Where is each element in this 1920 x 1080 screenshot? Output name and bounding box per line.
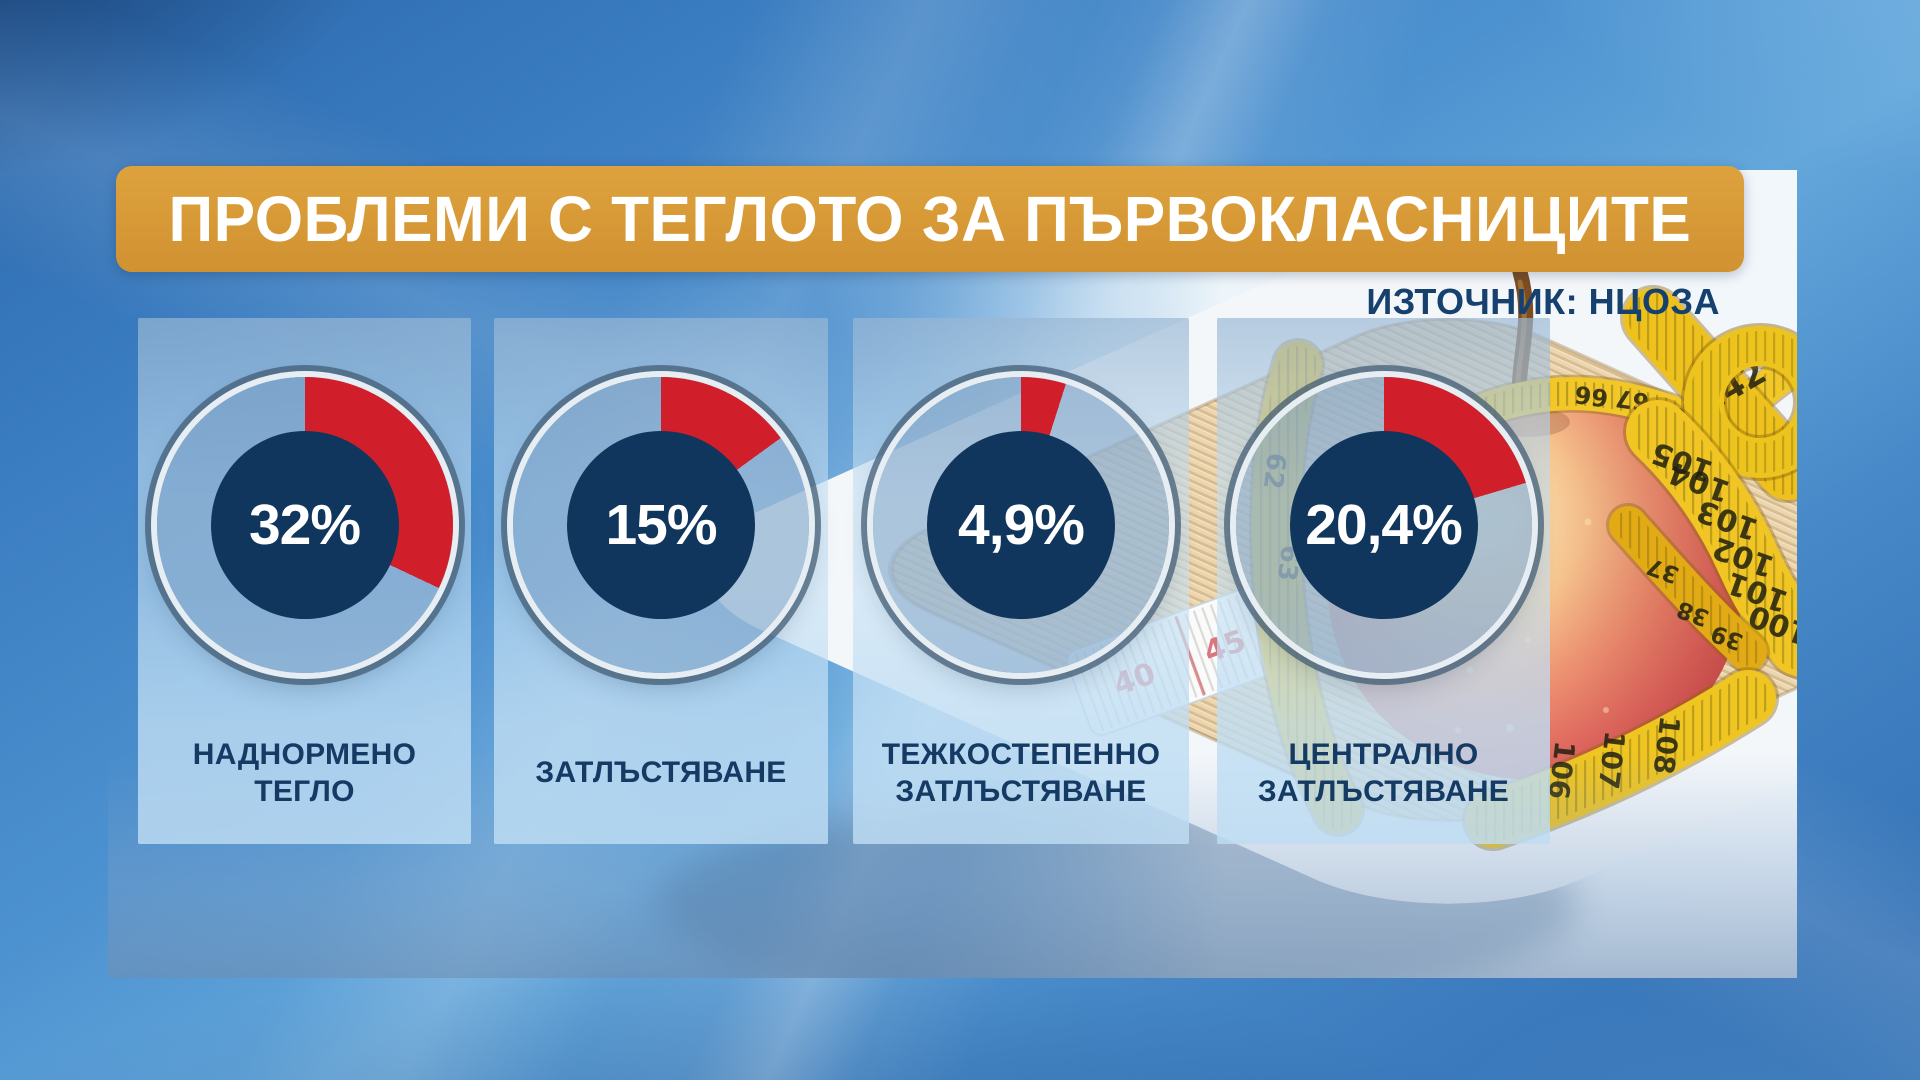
card-label-line: НАДНОРМЕНО <box>192 737 417 771</box>
donut-center: 4,9% <box>927 431 1115 619</box>
donut-chart-central-obesity: 20,4% <box>1235 377 1532 673</box>
card-label: ЗАТЛЪСТЯВАНЕ <box>494 710 828 836</box>
card-label-line: ЗАТЛЪСТЯВАНЕ <box>895 774 1147 808</box>
card-label-line: ЗАТЛЪСТЯВАНЕ <box>1257 774 1510 808</box>
donut-value: 20,4% <box>1305 493 1463 557</box>
stat-card-severe-obesity: 4,9% ТЕЖКОСТЕПЕННО ЗАТЛЪСТЯВАНЕ <box>853 318 1189 844</box>
donut-value: 4,9% <box>958 493 1085 557</box>
title-bar: ПРОБЛЕМИ С ТЕГЛОТО ЗА ПЪРВОКЛАСНИЦИТЕ <box>116 166 1744 272</box>
stat-card-central-obesity: 20,4% ЦЕНТРАЛНО ЗАТЛЪСТЯВАНЕ <box>1217 318 1550 844</box>
card-label-line: ЗАТЛЪСТЯВАНЕ <box>535 756 787 790</box>
card-label: ТЕЖКОСТЕПЕННО ЗАТЛЪСТЯВАНЕ <box>853 710 1189 836</box>
card-label: ЦЕНТРАЛНО ЗАТЛЪСТЯВАНЕ <box>1217 710 1550 836</box>
card-label-line: ЦЕНТРАЛНО <box>1288 737 1479 771</box>
card-label-line: ТЕГЛО <box>254 774 355 808</box>
stat-card-obesity: 15% ЗАТЛЪСТЯВАНЕ <box>494 318 828 844</box>
donut-chart-overweight: 32% <box>156 377 453 673</box>
card-label: НАДНОРМЕНО ТЕГЛО <box>138 710 471 836</box>
donut-chart-severe-obesity: 4,9% <box>873 377 1169 673</box>
card-label-line: ТЕЖКОСТЕПЕННО <box>881 737 1161 771</box>
donut-value: 15% <box>605 493 717 557</box>
donut-center: 20,4% <box>1289 431 1478 619</box>
donut-center: 32% <box>210 431 399 619</box>
page-title: ПРОБЛЕМИ С ТЕГЛОТО ЗА ПЪРВОКЛАСНИЦИТЕ <box>168 183 1692 255</box>
donut-center: 15% <box>567 431 755 619</box>
source-label: ИЗТОЧНИК: НЦОЗА <box>1366 281 1720 322</box>
stat-card-overweight: 32% НАДНОРМЕНО ТЕГЛО <box>138 318 471 844</box>
donut-chart-obesity: 15% <box>513 377 809 673</box>
donut-value: 32% <box>248 493 361 557</box>
